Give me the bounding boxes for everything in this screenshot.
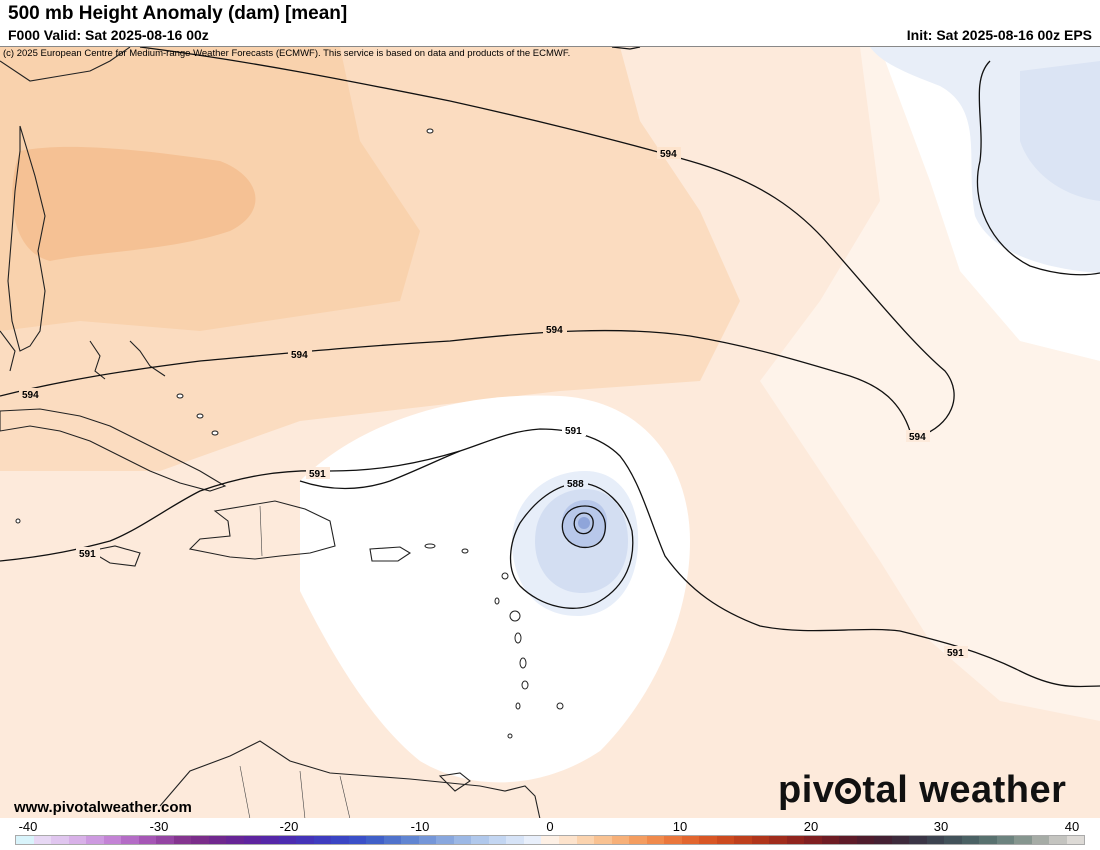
- contour-label: 591: [79, 549, 96, 560]
- map-title: 500 mb Height Anomaly (dam) [mean]: [8, 3, 348, 24]
- colorbar-tick: -30: [149, 819, 169, 834]
- brand-text-start: piv: [778, 769, 835, 811]
- contour-label: 594: [22, 390, 39, 401]
- warm-max: [12, 146, 256, 261]
- contour-label: 591: [947, 648, 964, 659]
- site-url[interactable]: www.pivotalweather.com: [14, 799, 192, 816]
- contour-591-lower: [299, 450, 461, 490]
- contour-588: [509, 482, 634, 609]
- contour-label: 594: [291, 350, 308, 361]
- cool-anomaly-ne-core: [1020, 61, 1100, 201]
- valid-time: F000 Valid: Sat 2025-08-16 00z: [8, 27, 209, 43]
- brand-logo: piv tal weather: [778, 769, 1066, 812]
- contour-label: 594: [909, 432, 926, 443]
- gear-icon: [835, 778, 862, 804]
- south-america-coast: [159, 740, 541, 818]
- header: 500 mb Height Anomaly (dam) [mean] F000 …: [0, 0, 1100, 46]
- height-contours: [0, 47, 1100, 688]
- contour-label: 588: [567, 479, 584, 490]
- colorbar-tick: 40: [1064, 819, 1080, 834]
- lesser-antilles: [15, 128, 564, 739]
- colorbar-strip: [15, 835, 1085, 845]
- contour-inner-2: [573, 512, 594, 535]
- contour-inner-1: [561, 505, 606, 549]
- colorbar-tick: 0: [546, 819, 554, 834]
- puerto-rico-outline: [369, 546, 412, 562]
- contour-591-west: [0, 428, 1100, 688]
- brand-text-end: tal weather: [862, 769, 1067, 811]
- coastlines: [0, 47, 541, 818]
- contour-594-north: [139, 47, 955, 437]
- weather-map[interactable]: 594 594 594 594 594 591 591 591 591 588 …: [0, 46, 1100, 818]
- contour-594-ne: [611, 47, 641, 50]
- colorbar: -40 -30 -20 -10 0 10 20 30 40: [0, 818, 1100, 850]
- contour-label: 594: [660, 149, 677, 160]
- colorbar-tick: 10: [672, 819, 688, 834]
- contour-label: 591: [565, 426, 582, 437]
- low-pressure-center: [578, 517, 590, 529]
- init-time: Init: Sat 2025-08-16 00z EPS: [906, 27, 1092, 43]
- jamaica-outline: [88, 545, 141, 567]
- contour-labels: 594 594 594 594 594 591 591 591 591 588: [19, 147, 968, 659]
- contour-label: 594: [546, 325, 563, 336]
- florida-outline: [7, 125, 46, 352]
- colorbar-tick: -40: [18, 819, 38, 834]
- cuba-outline: [0, 408, 227, 492]
- hispaniola-outline: [188, 500, 336, 560]
- copyright-notice: (c) 2025 European Centre for Medium-rang…: [3, 48, 571, 59]
- contour-594-east: [976, 60, 1100, 276]
- map-canvas: 594 594 594 594 594 591 591 591 591 588: [0, 47, 1100, 818]
- colorbar-tick: 30: [933, 819, 949, 834]
- contour-594-south: [0, 329, 911, 432]
- colorbar-tick: 20: [803, 819, 819, 834]
- borders: [239, 505, 351, 818]
- colorbar-tick: -10: [410, 819, 430, 834]
- colorbar-tick: -20: [279, 819, 299, 834]
- contour-label: 591: [309, 469, 326, 480]
